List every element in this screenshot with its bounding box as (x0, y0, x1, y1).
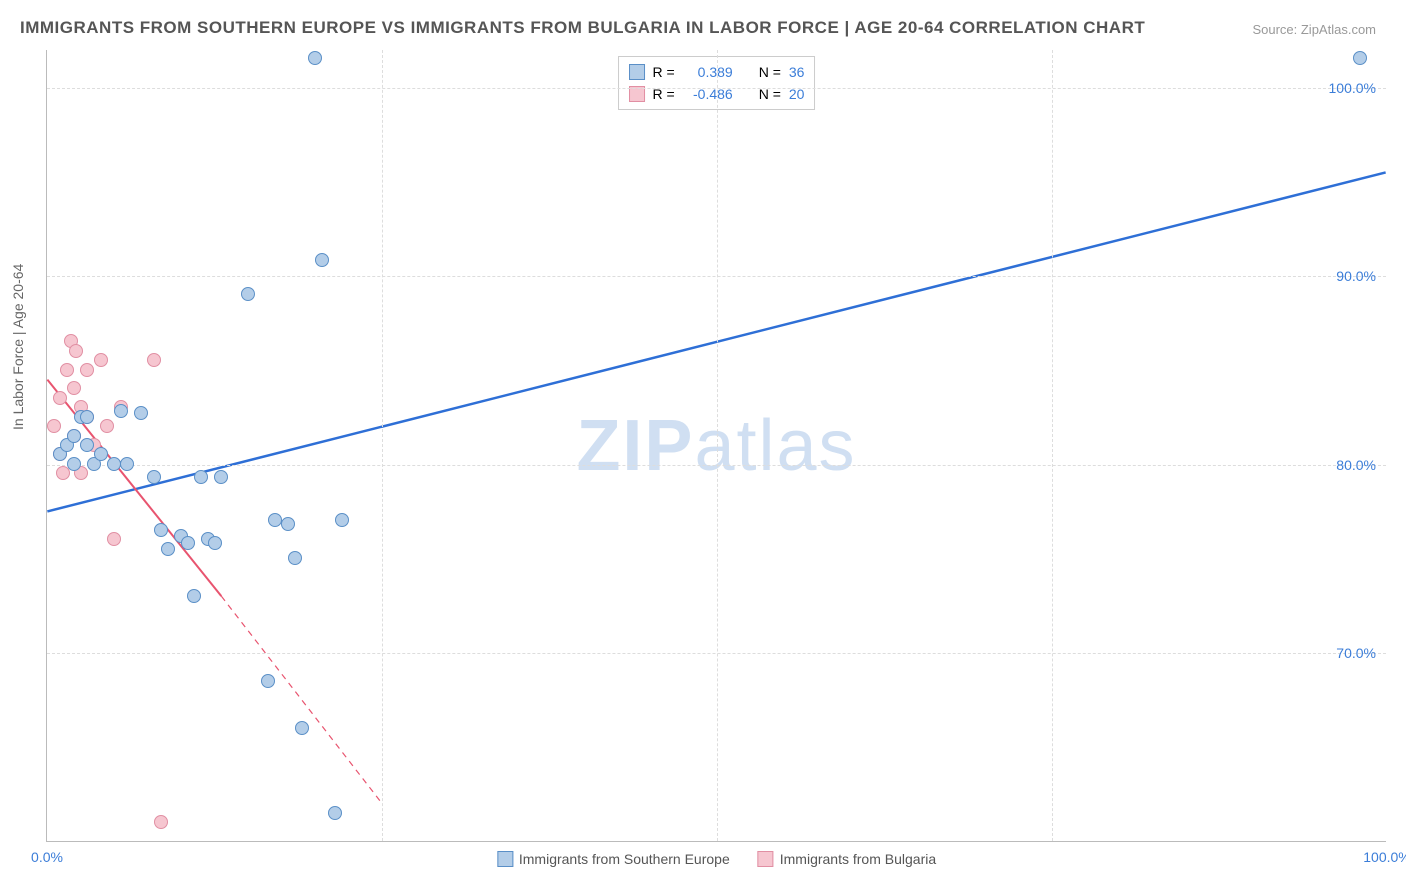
scatter-point-a (147, 470, 161, 484)
scatter-point-b (60, 363, 74, 377)
scatter-point-b (107, 532, 121, 546)
y-axis-label: In Labor Force | Age 20-64 (10, 264, 26, 430)
x-tick-label: 0.0% (31, 849, 63, 865)
scatter-point-a (134, 406, 148, 420)
chart-title: IMMIGRANTS FROM SOUTHERN EUROPE VS IMMIG… (20, 18, 1145, 38)
scatter-point-a (208, 536, 222, 550)
gridline-v (1052, 50, 1053, 841)
scatter-point-a (308, 51, 322, 65)
scatter-point-a (181, 536, 195, 550)
n-value-a: 36 (789, 64, 805, 80)
scatter-point-a (80, 410, 94, 424)
scatter-point-a (1353, 51, 1367, 65)
series-b-label: Immigrants from Bulgaria (780, 851, 936, 867)
plot-area: ZIPatlas R = 0.389 N = 36 R = -0.486 N =… (46, 50, 1386, 842)
scatter-point-a (107, 457, 121, 471)
scatter-point-a (194, 470, 208, 484)
series-a-label: Immigrants from Southern Europe (519, 851, 730, 867)
scatter-point-b (80, 363, 94, 377)
scatter-point-a (161, 542, 175, 556)
scatter-point-a (288, 551, 302, 565)
scatter-point-b (69, 344, 83, 358)
scatter-point-b (100, 419, 114, 433)
scatter-point-a (295, 721, 309, 735)
r-value-a: 0.389 (683, 64, 733, 80)
scatter-point-b (67, 381, 81, 395)
scatter-point-b (94, 353, 108, 367)
scatter-point-a (268, 513, 282, 527)
scatter-point-a (120, 457, 134, 471)
gridline-v (717, 50, 718, 841)
y-tick-label: 100.0% (1329, 80, 1376, 96)
swatch-a-icon (497, 851, 513, 867)
swatch-b-icon (758, 851, 774, 867)
scatter-point-a (261, 674, 275, 688)
scatter-point-b (154, 815, 168, 829)
scatter-point-a (67, 457, 81, 471)
y-tick-label: 80.0% (1336, 457, 1376, 473)
source-attribution: Source: ZipAtlas.com (1252, 22, 1376, 37)
scatter-point-a (241, 287, 255, 301)
r-label: R = (653, 64, 675, 80)
scatter-point-a (114, 404, 128, 418)
legend-item-a: Immigrants from Southern Europe (497, 851, 730, 867)
scatter-point-a (335, 513, 349, 527)
y-tick-label: 70.0% (1336, 645, 1376, 661)
x-tick-label: 100.0% (1363, 849, 1406, 865)
scatter-point-a (187, 589, 201, 603)
gridline-v (382, 50, 383, 841)
scatter-point-a (315, 253, 329, 267)
scatter-point-a (67, 429, 81, 443)
swatch-a (629, 64, 645, 80)
n-label: N = (759, 64, 781, 80)
legend-item-b: Immigrants from Bulgaria (758, 851, 936, 867)
scatter-point-a (80, 438, 94, 452)
scatter-point-a (281, 517, 295, 531)
scatter-point-a (214, 470, 228, 484)
scatter-point-a (328, 806, 342, 820)
scatter-point-b (147, 353, 161, 367)
scatter-point-b (47, 419, 61, 433)
scatter-point-a (154, 523, 168, 537)
scatter-point-b (53, 391, 67, 405)
scatter-point-a (94, 447, 108, 461)
series-legend: Immigrants from Southern Europe Immigran… (497, 851, 936, 867)
y-tick-label: 90.0% (1336, 268, 1376, 284)
